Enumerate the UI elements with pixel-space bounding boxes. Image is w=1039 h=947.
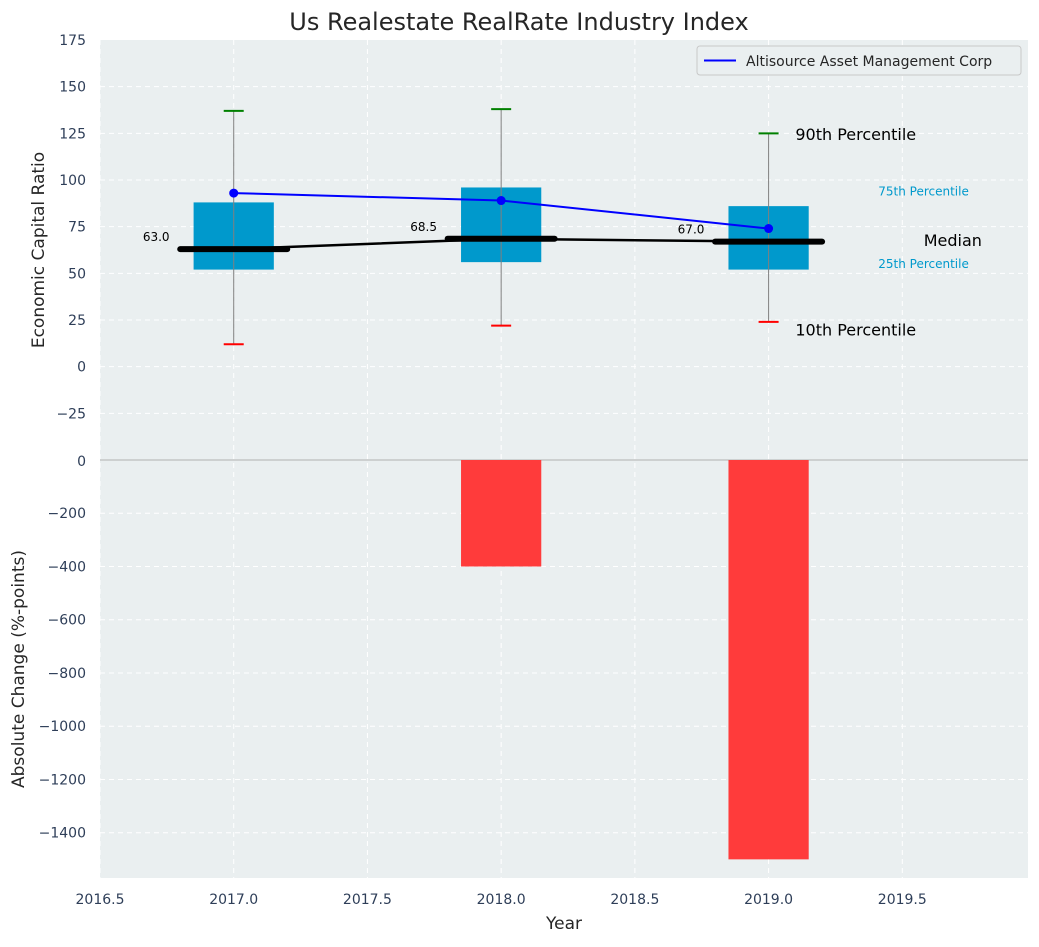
series-point [764, 224, 774, 234]
bottom-y-tick-label: −600 [48, 613, 86, 629]
top-y-tick-label: 75 [68, 220, 86, 236]
x-tick-label: 2018.5 [610, 892, 659, 908]
bottom-plot [461, 460, 809, 860]
legend: Altisource Asset Management Corp [696, 45, 1022, 76]
x-tick-label: 2017.5 [343, 892, 392, 908]
legend-box [696, 45, 1022, 76]
p10-annotation: 10th Percentile [795, 320, 916, 339]
median-trend-line [233, 237, 769, 251]
bottom-y-tick-label: −1400 [39, 826, 86, 842]
top-y-tick-label: 25 [68, 313, 86, 329]
x-axis-label: Year [545, 914, 582, 934]
p25-annotation: 25th Percentile [878, 257, 969, 271]
median-value-label: 63.0 [143, 230, 170, 244]
change-bar [728, 460, 809, 860]
bottom-y-tick-label: −800 [48, 666, 86, 682]
bottom-y-axis-label: Absolute Change (%-points) [9, 550, 29, 788]
legend-entry: Altisource Asset Management Corp [746, 54, 992, 70]
x-tick-label: 2019.0 [744, 892, 793, 908]
bottom-y-tick-label: 0 [77, 454, 86, 470]
x-tick-label: 2018.0 [477, 892, 526, 908]
x-tick-label: 2016.5 [76, 892, 125, 908]
series-point [496, 196, 506, 206]
bottom-y-tick-label: −400 [48, 559, 86, 575]
bottom-plot-background [100, 460, 1028, 878]
p90-annotation: 90th Percentile [795, 125, 916, 144]
top-y-tick-label: 50 [68, 266, 86, 282]
top-y-tick-label: 100 [59, 173, 86, 189]
change-bar [461, 460, 542, 567]
top-y-tick-label: 175 [59, 33, 86, 49]
axis-ticks: 2016.5 2017.0 2017.5 2018.0 2018.5 2019.0 2019… [39, 33, 927, 908]
x-tick-label: 2017.0 [209, 892, 258, 908]
p75-annotation: 75th Percentile [878, 185, 969, 199]
series-point [229, 188, 239, 198]
top-plot: 63.0 68.5 67.0 90th Percentile 10th Percenti… [143, 108, 982, 346]
top-y-tick-label: 125 [59, 126, 86, 142]
x-tick-label: 2019.5 [878, 892, 927, 908]
median-annotation: Median [924, 231, 982, 250]
median-value-label: 67.0 [678, 223, 705, 237]
top-y-tick-label: 0 [77, 360, 86, 376]
bottom-y-tick-label: −1000 [39, 719, 86, 735]
top-y-tick-label: −25 [56, 406, 86, 422]
median-value-label: 68.5 [410, 220, 437, 234]
bottom-y-tick-label: −1200 [39, 772, 86, 788]
chart-title: Us Realestate RealRate Industry Index [289, 8, 748, 36]
top-y-tick-label: 150 [59, 80, 86, 96]
top-y-axis-label: Economic Capital Ratio [29, 152, 49, 348]
bottom-y-tick-label: −200 [48, 506, 86, 522]
